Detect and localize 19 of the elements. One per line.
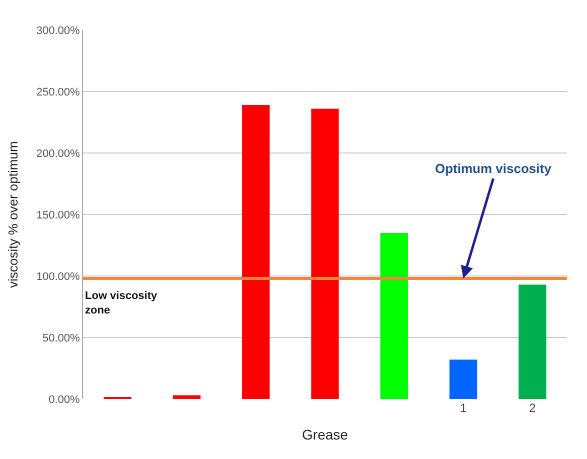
y-tick-label: 50.00% — [42, 332, 80, 344]
bar — [172, 395, 201, 399]
bar — [449, 360, 478, 399]
annotation: Optimum viscosity — [435, 161, 552, 176]
y-tick-label: 300.00% — [36, 24, 80, 37]
bar — [311, 108, 339, 399]
annotation: Low viscosity zone — [85, 290, 158, 316]
y-tick-label: 150.00% — [36, 209, 80, 222]
x-tick-label: 1 — [460, 401, 467, 415]
y-axis-title: viscosity % over optimum — [5, 141, 20, 288]
y-tick-label: 0.00% — [48, 394, 80, 406]
x-tick-label: 2 — [529, 401, 536, 415]
bar — [380, 232, 408, 399]
y-tick-label: 200.00% — [36, 148, 80, 160]
y-tick-label: 100.00% — [36, 270, 80, 283]
bar — [518, 284, 546, 399]
bar — [242, 105, 270, 399]
x-axis-title: Grease — [302, 426, 348, 442]
y-tick-label: 250.00% — [36, 86, 80, 98]
